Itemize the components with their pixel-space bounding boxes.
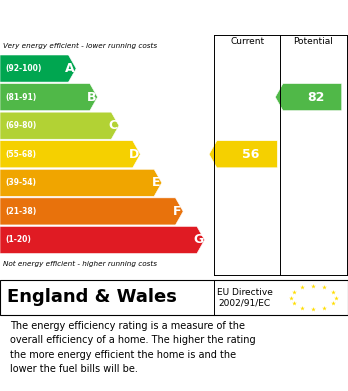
Text: (81-91): (81-91) [5,93,37,102]
Polygon shape [0,112,119,139]
Text: (55-68): (55-68) [5,150,36,159]
Polygon shape [0,198,183,225]
Text: B: B [87,91,96,104]
Text: (1-20): (1-20) [5,235,31,244]
Text: F: F [173,205,182,218]
Polygon shape [209,141,277,168]
Polygon shape [275,84,342,111]
Polygon shape [0,55,76,82]
Text: C: C [109,119,118,132]
Text: (69-80): (69-80) [5,121,37,130]
Text: G: G [193,233,204,246]
Text: England & Wales: England & Wales [7,289,177,307]
Text: EU Directive
2002/91/EC: EU Directive 2002/91/EC [216,288,272,307]
Polygon shape [0,226,205,253]
Polygon shape [0,84,97,111]
Text: Not energy efficient - higher running costs: Not energy efficient - higher running co… [3,261,158,267]
Text: Current: Current [230,38,264,47]
Polygon shape [0,141,140,168]
Text: (39-54): (39-54) [5,178,36,187]
Text: E: E [152,176,160,189]
Polygon shape [0,169,162,196]
Text: D: D [129,148,140,161]
Text: Energy Efficiency Rating: Energy Efficiency Rating [10,7,220,23]
Text: Potential: Potential [294,38,333,47]
Text: A: A [65,62,75,75]
Text: Very energy efficient - lower running costs: Very energy efficient - lower running co… [3,43,158,49]
Text: (92-100): (92-100) [5,64,42,73]
Text: 82: 82 [307,91,324,104]
Text: The energy efficiency rating is a measure of the
overall efficiency of a home. T: The energy efficiency rating is a measur… [10,321,256,374]
Text: (21-38): (21-38) [5,207,37,216]
Text: 56: 56 [242,148,259,161]
